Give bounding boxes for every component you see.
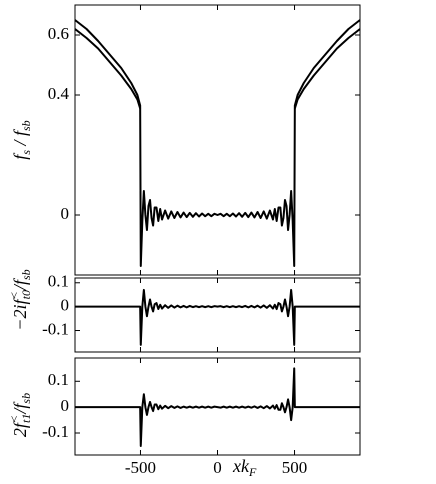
data-line bbox=[74, 19, 361, 267]
y-tick-label: -0.1 bbox=[42, 319, 69, 338]
label-part: s bbox=[19, 150, 33, 155]
label-part: sb bbox=[19, 120, 33, 131]
y-axis-label: 2f<t1/fsb bbox=[7, 393, 33, 437]
plot-frame bbox=[74, 277, 361, 353]
label-part: /f bbox=[10, 401, 30, 415]
x-tick-label: 500 bbox=[282, 458, 308, 477]
y-axis-label: −2if<t0/fsb bbox=[7, 269, 33, 330]
label-part: < bbox=[7, 415, 21, 423]
x-axis-label: xkF bbox=[232, 456, 257, 479]
x-tick-label: 0 bbox=[213, 458, 222, 477]
y-axis-label: fs / fsb bbox=[10, 120, 33, 159]
y-tick-label: 0 bbox=[61, 396, 70, 415]
label-part: /f bbox=[10, 277, 30, 291]
x-tick-label: -500 bbox=[125, 458, 156, 477]
label-part: t1 bbox=[19, 414, 33, 423]
plot-frame bbox=[74, 4, 361, 276]
y-tick-label: 0.1 bbox=[48, 272, 69, 291]
y-tick-label: 0.4 bbox=[48, 84, 70, 103]
label-part: < bbox=[7, 291, 21, 299]
data-line bbox=[75, 367, 360, 447]
label-part: t0 bbox=[19, 290, 33, 299]
y-tick-label: -0.1 bbox=[42, 422, 69, 441]
data-line bbox=[75, 288, 360, 346]
label-part: 2f bbox=[10, 420, 30, 437]
label-part: xk bbox=[232, 456, 250, 476]
y-tick-label: 0 bbox=[61, 204, 70, 223]
y-tick-label: 0.6 bbox=[48, 24, 69, 43]
label-part: F bbox=[248, 465, 257, 479]
label-part: f bbox=[10, 152, 30, 160]
label-part: sb bbox=[19, 269, 33, 280]
label-part: sb bbox=[19, 393, 33, 404]
label-part: / f bbox=[10, 128, 30, 150]
data-line bbox=[74, 28, 361, 109]
label-part: −2if bbox=[10, 297, 30, 331]
y-tick-label: 0.1 bbox=[48, 370, 69, 389]
y-tick-label: 0 bbox=[61, 296, 70, 315]
